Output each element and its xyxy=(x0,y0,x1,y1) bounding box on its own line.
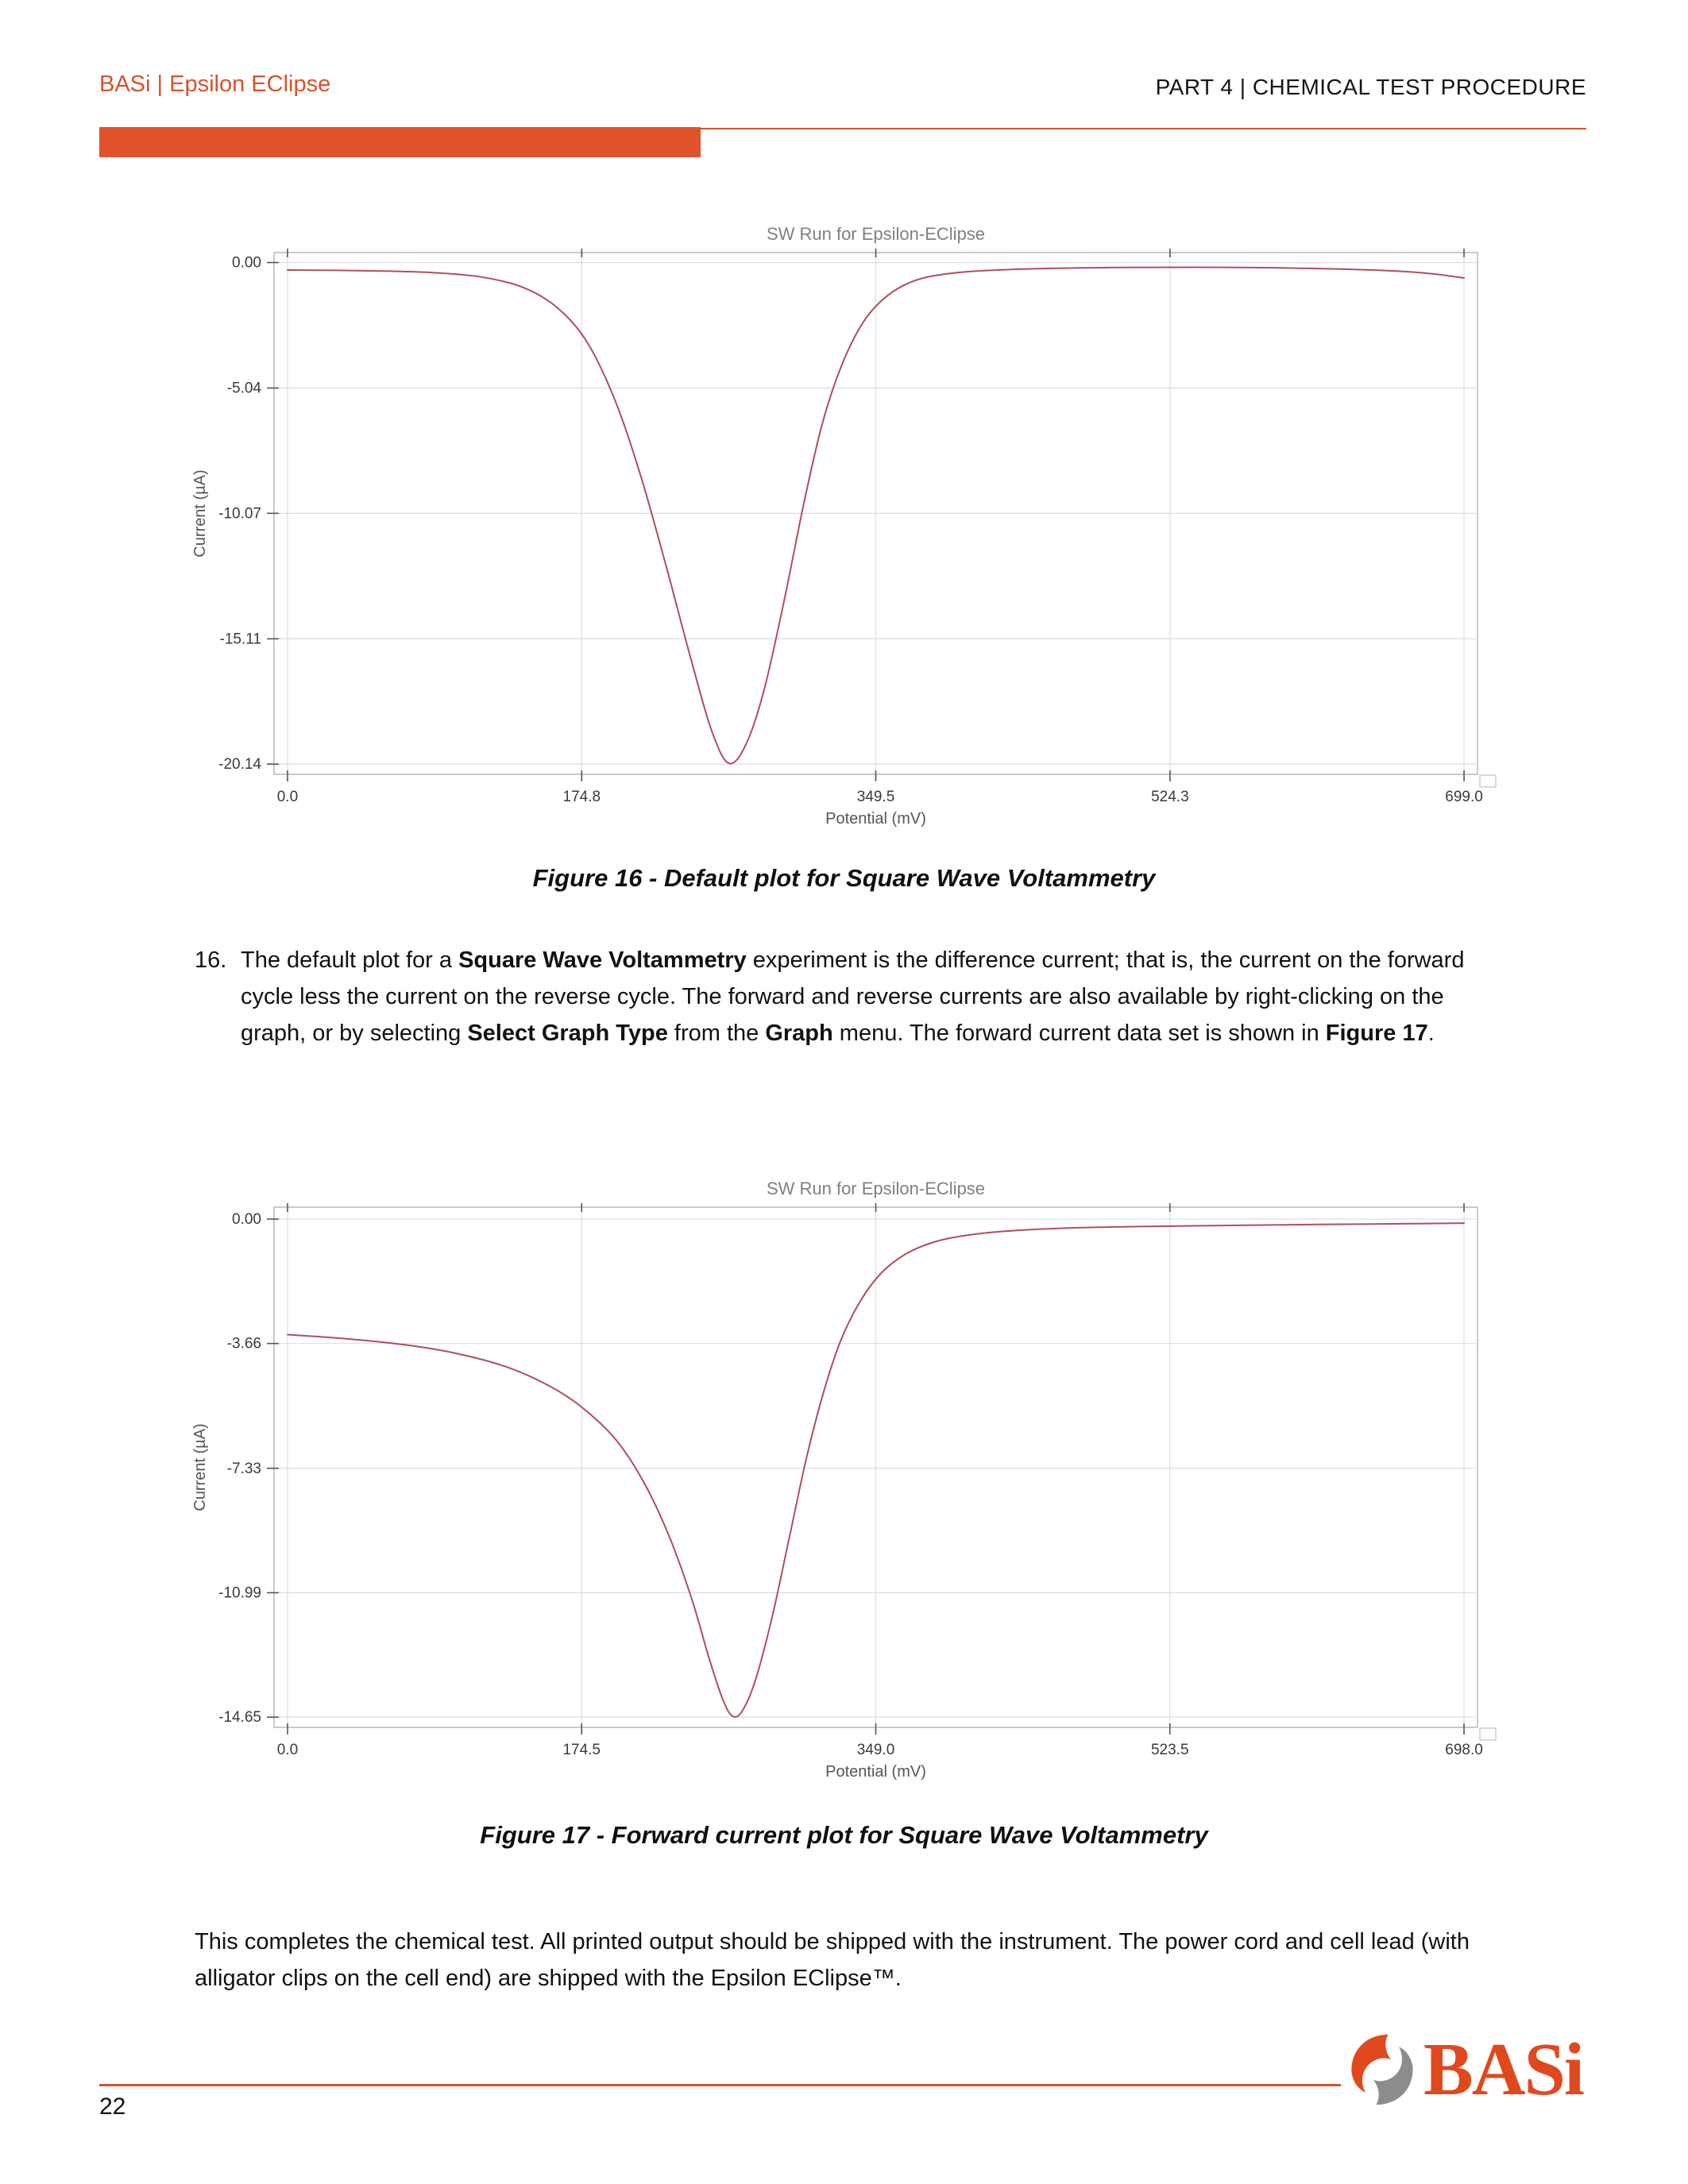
list-item-text: The default plot for a Square Wave Volta… xyxy=(241,947,1465,1046)
svg-text:-7.33: -7.33 xyxy=(227,1461,261,1477)
list-item-number: 16. xyxy=(195,947,227,973)
svg-text:Current (µA): Current (µA) xyxy=(191,469,209,557)
svg-text:349.5: 349.5 xyxy=(857,789,895,805)
svg-text:523.5: 523.5 xyxy=(1151,1742,1189,1758)
swirl-orange-shape xyxy=(1351,2034,1392,2093)
svg-text:-10.07: -10.07 xyxy=(218,505,261,522)
svg-text:SW Run for Epsilon-EClipse: SW Run for Epsilon-EClipse xyxy=(767,1179,985,1198)
svg-text:698.0: 698.0 xyxy=(1445,1742,1483,1758)
svg-text:349.0: 349.0 xyxy=(857,1742,895,1758)
header-brand: BASi | Epsilon EClipse xyxy=(99,71,331,97)
svg-text:699.0: 699.0 xyxy=(1445,789,1483,805)
svg-text:524.3: 524.3 xyxy=(1151,789,1189,805)
svg-text:0.00: 0.00 xyxy=(232,1211,261,1228)
svg-text:-15.11: -15.11 xyxy=(220,631,261,647)
svg-text:Potential (mV): Potential (mV) xyxy=(825,810,926,828)
header-accent-bar xyxy=(99,127,701,157)
svg-text:0.0: 0.0 xyxy=(277,789,298,805)
page-number: 22 xyxy=(99,2093,126,2120)
figure17-chart: 0.0 174.5 349.0 523.5 698.0 0.00 -3.66 -7.33 -10… xyxy=(191,1179,1497,1781)
svg-text:174.8: 174.8 xyxy=(563,789,601,805)
svg-text:174.5: 174.5 xyxy=(562,1742,601,1758)
svg-text:0.00: 0.00 xyxy=(232,255,261,272)
svg-text:Current (µA): Current (µA) xyxy=(191,1423,209,1511)
figure16-caption: Figure 16 - Default plot for Square Wave… xyxy=(532,864,1156,892)
header-rule xyxy=(99,128,1586,129)
svg-text:Potential (mV): Potential (mV) xyxy=(825,1763,926,1781)
figure17-caption: Figure 17 - Forward current plot for Squ… xyxy=(480,1821,1208,1849)
svg-text:0.0: 0.0 xyxy=(277,1742,298,1758)
svg-text:-5.04: -5.04 xyxy=(227,380,262,397)
list-item-16: 16. The default plot for a Square Wave V… xyxy=(195,942,1480,1051)
svg-text:SW Run for Epsilon-EClipse: SW Run for Epsilon-EClipse xyxy=(767,224,985,244)
header-section-title: PART 4 | CHEMICAL TEST PROCEDURE xyxy=(1155,75,1586,99)
svg-text:-10.99: -10.99 xyxy=(218,1584,261,1601)
svg-text:-20.14: -20.14 xyxy=(218,756,261,773)
svg-text:-14.65: -14.65 xyxy=(218,1709,261,1726)
swirl-gray-shape xyxy=(1373,2047,1413,2105)
basi-logo-text: BASi xyxy=(1423,2028,1585,2111)
basi-logo: BASi xyxy=(1344,2028,1585,2111)
figure16-chart: 0.0 174.8 349.5 524.3 699.0 0.00 -5.04 -10.07 -1… xyxy=(191,224,1497,828)
closing-paragraph: This completes the chemical test. All pr… xyxy=(195,1929,1470,1991)
svg-text:-3.66: -3.66 xyxy=(227,1336,261,1352)
footer-rule xyxy=(99,2084,1341,2086)
basi-logo-swirl-icon xyxy=(1351,2034,1413,2105)
